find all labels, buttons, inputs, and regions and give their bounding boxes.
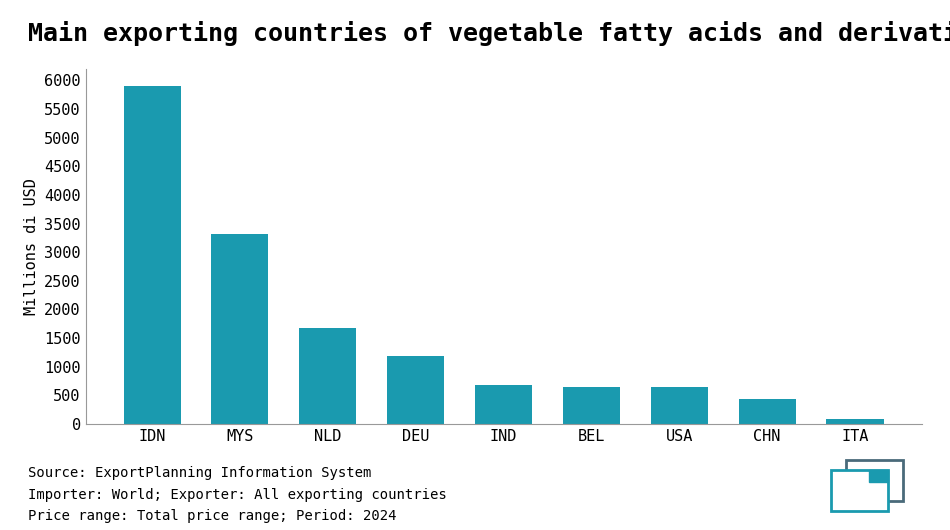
Text: Main exporting countries of vegetable fatty acids and derivatives in 2024: Main exporting countries of vegetable fa… <box>28 21 950 46</box>
Y-axis label: Millions di USD: Millions di USD <box>24 178 39 315</box>
Bar <box>738 400 796 424</box>
Text: Source: ExportPlanning Information System: Source: ExportPlanning Information Syste… <box>28 466 371 480</box>
Bar <box>562 387 620 424</box>
Bar <box>387 356 445 424</box>
Bar <box>124 86 180 424</box>
Bar <box>846 460 902 501</box>
Bar <box>651 387 708 424</box>
Text: Importer: World; Exporter: All exporting countries: Importer: World; Exporter: All exporting… <box>28 488 447 501</box>
Bar <box>475 385 532 424</box>
Polygon shape <box>869 470 888 482</box>
Text: Price range: Total price range; Period: 2024: Price range: Total price range; Period: … <box>28 509 397 523</box>
Bar <box>831 470 888 511</box>
Bar <box>211 234 269 424</box>
Bar <box>826 419 884 424</box>
Bar <box>299 329 356 424</box>
